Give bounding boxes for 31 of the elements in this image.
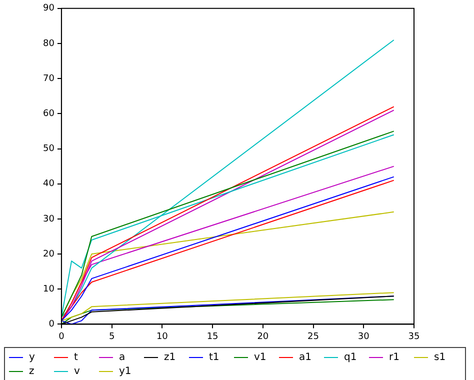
y-tick-label: 30 bbox=[43, 214, 55, 224]
x-tick-label: 5 bbox=[108, 332, 115, 342]
legend-label: t bbox=[74, 352, 78, 362]
legend-label: r1 bbox=[389, 352, 400, 362]
x-tick-label: 35 bbox=[408, 332, 420, 342]
y-tick-label: 0 bbox=[48, 320, 55, 330]
y-tick-label: 70 bbox=[43, 74, 55, 84]
legend-label: a1 bbox=[299, 352, 312, 362]
y-tick-label: 10 bbox=[43, 284, 55, 294]
legend-label: q1 bbox=[344, 352, 357, 362]
y-tick-label: 40 bbox=[43, 179, 55, 190]
legend-label: v bbox=[74, 366, 80, 376]
x-tick-label: 0 bbox=[58, 332, 65, 342]
x-tick-label: 15 bbox=[206, 332, 218, 342]
y-tick-label: 50 bbox=[43, 144, 55, 154]
x-tick-label: 20 bbox=[257, 332, 269, 342]
legend-label: s1 bbox=[434, 352, 446, 362]
x-tick-label: 25 bbox=[308, 332, 319, 342]
legend-label: y bbox=[29, 352, 35, 362]
legend-label: a bbox=[119, 352, 126, 362]
legend-label: z1 bbox=[164, 352, 176, 362]
legend-label: y1 bbox=[119, 366, 132, 376]
x-tick-label: 10 bbox=[156, 332, 168, 342]
y-tick-label: 20 bbox=[43, 249, 55, 260]
y-tick-label: 90 bbox=[43, 4, 55, 14]
legend-label: t1 bbox=[209, 352, 220, 362]
x-tick-label: 30 bbox=[358, 332, 370, 342]
legend-label: v1 bbox=[254, 352, 266, 362]
y-tick-label: 80 bbox=[43, 38, 55, 49]
y-tick-label: 60 bbox=[43, 109, 55, 120]
legend-label: z bbox=[29, 366, 34, 376]
